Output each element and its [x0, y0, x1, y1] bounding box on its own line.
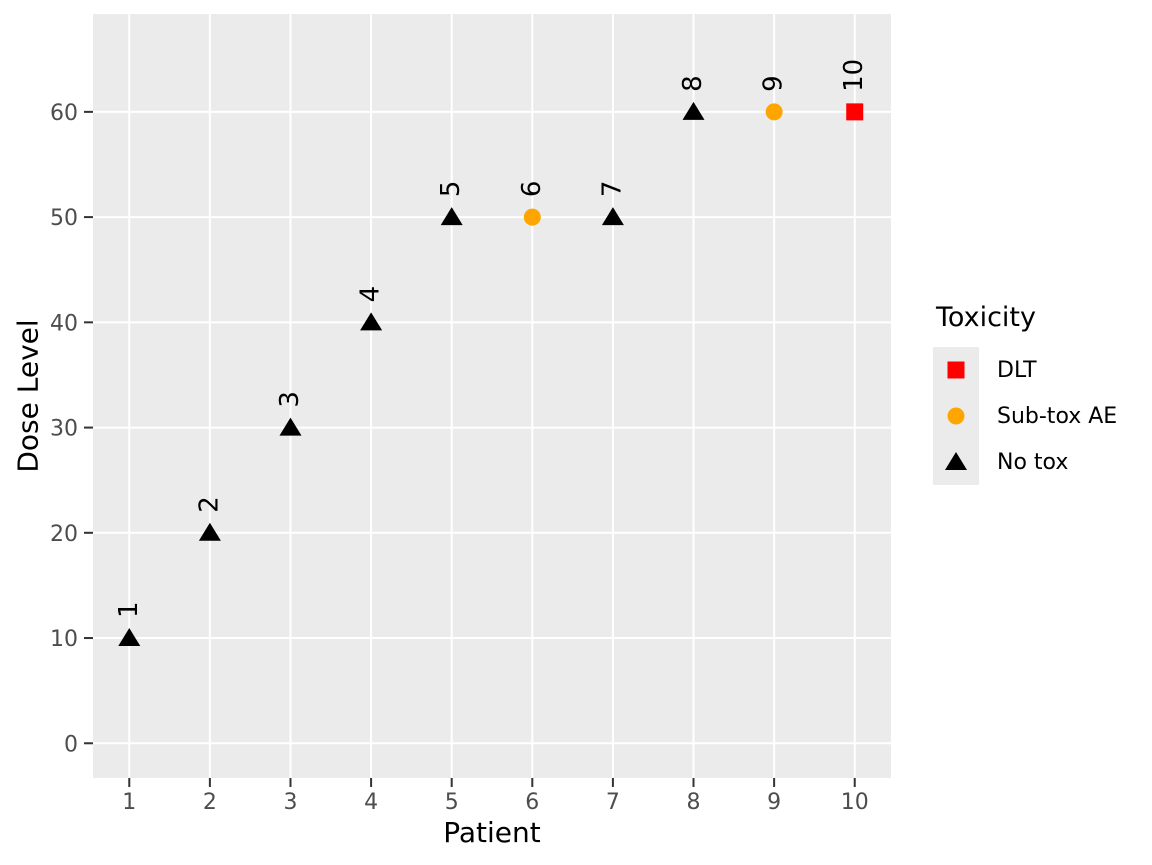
square-glyph: [947, 361, 965, 379]
x-tick-label: 7: [606, 790, 620, 815]
legend-item-label: Sub-tox AE: [997, 403, 1118, 429]
legend-item-label: DLT: [997, 357, 1037, 383]
data-point-square: [846, 103, 864, 121]
data-point-triangle: [682, 101, 705, 120]
data-point-triangle: [360, 312, 383, 331]
data-point-triangle: [601, 207, 624, 226]
legend-key: [933, 393, 979, 439]
x-tick-label: 2: [203, 790, 217, 815]
data-point-triangle: [198, 522, 221, 541]
legend-item-label: No tox: [997, 449, 1069, 475]
y-axis-title: Dose Level: [11, 319, 45, 473]
point-label: 5: [436, 181, 466, 198]
data-point-triangle: [279, 417, 302, 436]
triangle-icon: [945, 452, 967, 470]
x-tick-label: 6: [525, 790, 539, 815]
x-tick-label: 4: [364, 790, 378, 815]
x-tick-label: 10: [841, 790, 869, 815]
plot-panel: [93, 14, 891, 778]
y-tick-label: 60: [50, 101, 78, 126]
data-point-triangle: [440, 207, 463, 226]
circle-icon: [947, 407, 965, 425]
point-label: 8: [678, 75, 708, 92]
legend-items: DLT Sub-tox AE No tox: [933, 347, 1117, 485]
x-tick-label: 3: [283, 790, 297, 815]
point-label: 6: [517, 181, 547, 198]
point-label: 1: [114, 601, 144, 618]
legend-item: Sub-tox AE: [933, 393, 1117, 439]
y-tick-label: 20: [50, 522, 78, 547]
x-tick-label: 8: [687, 790, 701, 815]
y-tick-label: 50: [50, 206, 78, 231]
legend-key: [933, 439, 979, 485]
point-label: 7: [597, 181, 627, 198]
y-tick-label: 30: [50, 417, 78, 442]
point-label: 2: [194, 496, 224, 513]
x-tick-label: 9: [767, 790, 781, 815]
y-tick-label: 10: [50, 627, 78, 652]
data-point-triangle: [118, 628, 141, 647]
legend-key: [933, 347, 979, 393]
y-tick-label: 40: [50, 311, 78, 336]
legend-item: DLT: [933, 347, 1117, 393]
square-icon: [947, 361, 965, 379]
triangle-glyph: [945, 452, 967, 470]
y-tick-label: 0: [64, 732, 78, 757]
point-label: 9: [759, 75, 789, 92]
point-label: 3: [275, 391, 305, 408]
legend: Toxicity DLT Sub-tox AE No tox: [933, 302, 1117, 485]
data-point-circle: [523, 208, 541, 226]
legend-item: No tox: [933, 439, 1117, 485]
point-label: 4: [356, 286, 386, 303]
x-tick-label: 5: [445, 790, 459, 815]
legend-title: Toxicity: [936, 302, 1036, 333]
point-label: 10: [839, 59, 869, 92]
x-axis-title: Patient: [443, 816, 541, 849]
data-point-circle: [765, 103, 783, 121]
x-tick-label: 1: [122, 790, 136, 815]
circle-glyph: [947, 407, 965, 425]
